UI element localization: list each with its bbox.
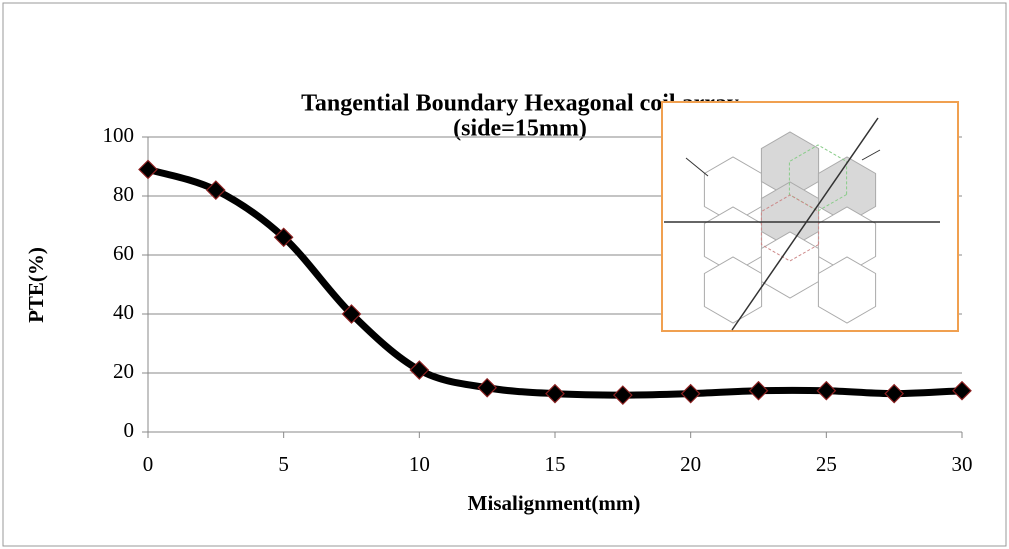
y-tick-label: 40 — [113, 300, 134, 324]
y-tick-label: 20 — [113, 359, 134, 383]
data-point — [477, 377, 498, 398]
plot — [138, 159, 972, 405]
inset-axis — [731, 117, 879, 331]
x-tick-label: 20 — [680, 452, 701, 476]
data-point — [952, 380, 972, 401]
x-tick-label: 0 — [143, 452, 154, 476]
data-point — [341, 304, 362, 324]
data-point — [409, 360, 430, 380]
y-tick-label: 100 — [103, 123, 135, 147]
hexagon — [788, 144, 848, 212]
hexagon — [817, 256, 877, 324]
y-tick-label: 0 — [124, 418, 135, 442]
data-point — [884, 383, 905, 404]
data-point — [816, 380, 837, 401]
x-tick-label: 5 — [278, 452, 289, 476]
x-tick-label: 25 — [816, 452, 837, 476]
x-tick-label: 10 — [409, 452, 430, 476]
data-point — [273, 227, 294, 248]
x-tick-label: 30 — [952, 452, 973, 476]
data-point — [748, 380, 769, 401]
y-axis-label: PTE(%) — [24, 247, 48, 323]
x-tick-label: 15 — [545, 452, 566, 476]
y-tick-label: 60 — [113, 241, 134, 265]
data-point — [138, 159, 158, 180]
inset-arrow — [861, 149, 881, 161]
data-point — [612, 385, 633, 405]
data-point — [680, 383, 701, 404]
hexagon — [760, 231, 820, 299]
x-axis-label: Misalignment(mm) — [468, 491, 641, 515]
y-tick-label: 80 — [113, 182, 134, 206]
inset-arrow — [685, 157, 709, 177]
data-point — [545, 383, 565, 404]
grid: 0 20 40 60 80 100 0 5 10 15 20 25 30 — [103, 123, 973, 476]
data-point — [205, 180, 226, 200]
hexagon — [760, 194, 820, 262]
chart-subtitle: (side=15mm) — [453, 116, 587, 142]
inset-figure — [661, 101, 959, 332]
